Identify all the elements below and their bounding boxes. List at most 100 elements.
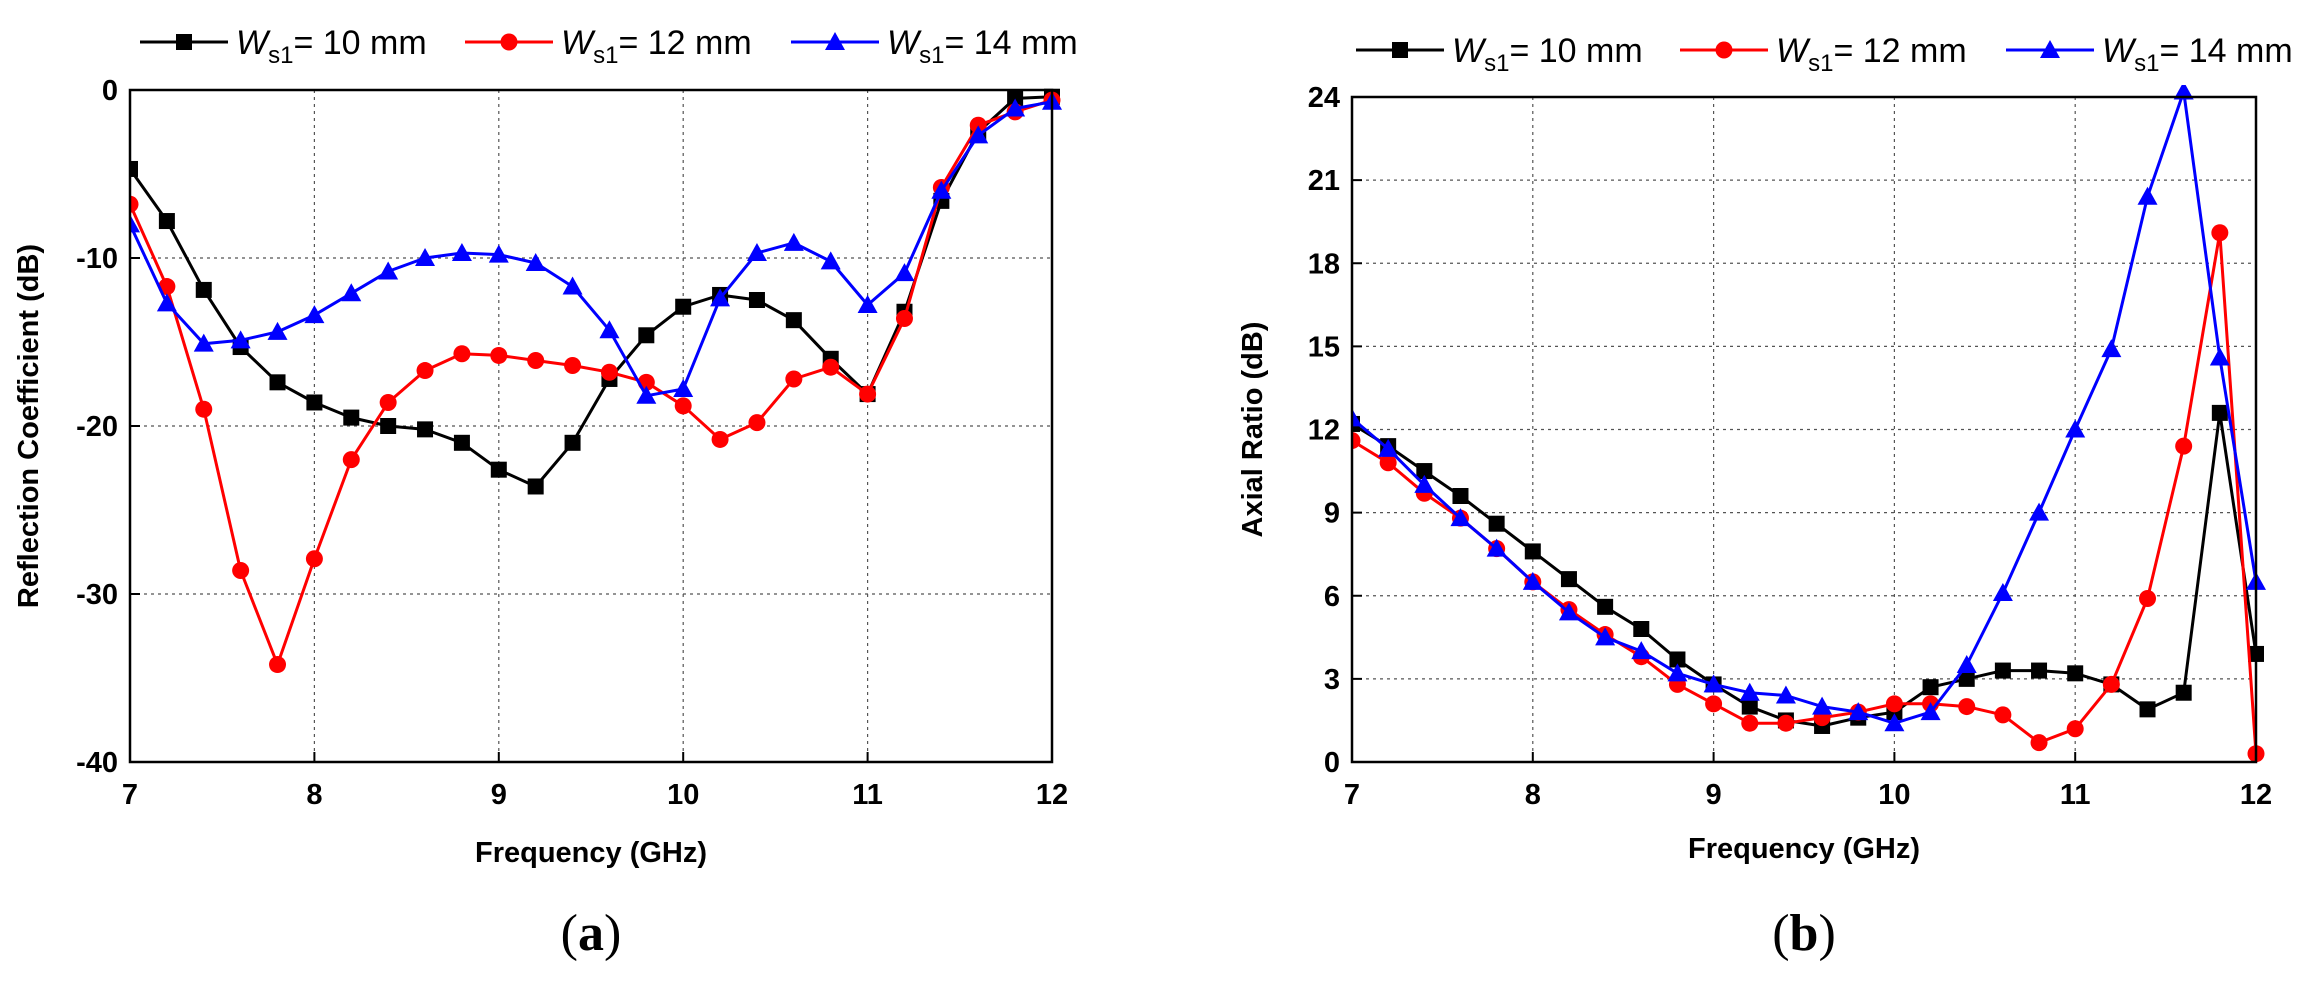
x-tick-label: 11 (852, 779, 883, 811)
data-point (1524, 543, 1541, 560)
data-point (746, 242, 767, 261)
data-point (675, 298, 692, 315)
data-point (451, 242, 472, 261)
data-point (415, 248, 436, 266)
legend-marker (176, 34, 192, 50)
plot-area (1352, 85, 2266, 763)
data-point (894, 263, 915, 282)
data-point (453, 345, 471, 363)
y-tick-label: 18 (1308, 248, 1340, 280)
y-tick-label: -20 (76, 411, 118, 443)
x-axis-title: Frequency (GHz) (475, 837, 707, 869)
data-point (1631, 641, 1652, 660)
panel-label: (a) (561, 905, 622, 962)
legend-marker (1715, 41, 1733, 59)
data-point (820, 251, 841, 270)
data-point (968, 125, 989, 144)
data-point (673, 379, 694, 398)
data-point (969, 116, 987, 134)
data-point (1669, 651, 1686, 668)
data-point (1005, 98, 1026, 117)
data-point (895, 309, 913, 327)
data-point (1352, 432, 1361, 450)
data-point (1992, 582, 2013, 601)
data-point (488, 244, 509, 263)
data-point (1739, 682, 1760, 701)
chart-panel-b: 7 8 9 10 11 12 0 3 6 9 12 15 18 21 24 Frequency (GHz) Ax… (1237, 32, 2293, 962)
data-point (1667, 663, 1688, 682)
data-point (785, 370, 803, 388)
x-tick-label: 10 (667, 779, 699, 811)
data-point (156, 293, 177, 312)
legend: Ws1= 10 mm Ws1= 12 mm Ws1= 14 mm (1356, 32, 2293, 77)
y-tick-label: 21 (1308, 165, 1340, 197)
data-point (195, 281, 212, 298)
data-point (304, 305, 325, 324)
data-point (2211, 224, 2229, 242)
data-point (785, 312, 802, 329)
data-point (783, 232, 804, 251)
data-point (232, 561, 250, 579)
data-point (600, 363, 618, 381)
data-point (1378, 438, 1399, 457)
data-point (748, 414, 766, 432)
legend-label: Ws1= 12 mm (1776, 32, 1967, 77)
legend-marker (1392, 42, 1408, 58)
data-point (130, 195, 139, 213)
data-point (193, 333, 214, 352)
data-point (130, 160, 138, 177)
x-tick-label: 12 (1036, 779, 1068, 811)
data-point (822, 358, 840, 376)
data-point (378, 261, 399, 280)
data-point (1885, 695, 1903, 713)
y-tick-label: 0 (1324, 747, 1340, 779)
data-point (711, 430, 729, 448)
data-point (2066, 720, 2084, 738)
data-point (1416, 463, 1433, 480)
data-point (1352, 408, 1362, 427)
x-tick-label: 8 (1525, 779, 1541, 811)
data-point (2067, 665, 2084, 682)
data-point (1595, 627, 1616, 646)
data-point (1775, 685, 1796, 704)
data-point (1452, 488, 1469, 504)
data-point (2030, 734, 2048, 752)
data-point (1777, 714, 1795, 732)
data-point (710, 288, 731, 307)
legend-marker (2040, 40, 2060, 58)
data-point (158, 213, 175, 230)
y-tick-label: 3 (1324, 664, 1340, 696)
series-line-1 (130, 95, 1053, 488)
x-tick-label: 12 (2240, 779, 2272, 811)
data-point (305, 550, 323, 568)
legend-item: Ws1= 12 mm (1680, 32, 1967, 77)
data-point (417, 421, 434, 438)
data-point (638, 327, 655, 344)
x-axis-title: Frequency (GHz) (1688, 833, 1920, 865)
data-point (490, 461, 507, 478)
chart-panel-a: 7 8 9 10 11 12 -40 -30 -20 -10 0 Frequency (GHz) Ref… (13, 24, 1078, 962)
data-point (748, 292, 765, 308)
data-point (1558, 602, 1579, 621)
data-point (1703, 674, 1724, 693)
data-point (269, 656, 287, 674)
data-point (2031, 662, 2048, 679)
legend-marker (825, 32, 845, 50)
series-line-3 (1352, 90, 2258, 725)
data-point (341, 283, 362, 302)
data-point (1884, 713, 1905, 732)
y-tick-label: -10 (76, 243, 118, 275)
y-tick-label: 9 (1324, 498, 1340, 530)
data-point (2137, 186, 2158, 205)
y-tick-label: 6 (1324, 581, 1340, 613)
data-point (2209, 347, 2230, 366)
data-point (1812, 696, 1833, 715)
y-axis-title: Axial Ratio (dB) (1237, 322, 1269, 538)
data-point (1450, 508, 1471, 527)
data-point (2211, 404, 2228, 421)
data-point (1560, 571, 1577, 588)
data-point (2029, 502, 2050, 521)
data-point (1488, 515, 1505, 532)
data-point (1633, 621, 1650, 637)
